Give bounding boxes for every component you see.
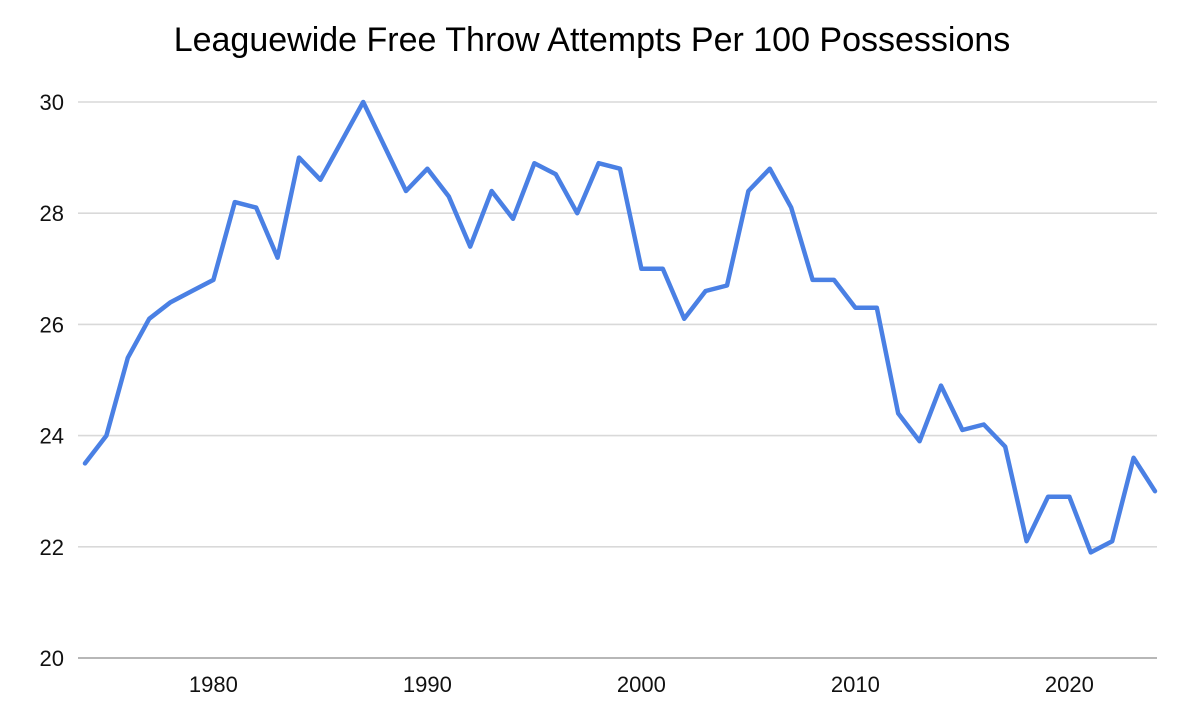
x-tick-label: 2000 bbox=[617, 672, 666, 697]
x-tick-label: 1980 bbox=[189, 672, 238, 697]
y-tick-label: 24 bbox=[40, 424, 64, 449]
x-tick-label: 1990 bbox=[403, 672, 452, 697]
chart-title: Leaguewide Free Throw Attempts Per 100 P… bbox=[173, 21, 1011, 59]
y-tick-label: 20 bbox=[40, 646, 64, 671]
y-tick-label: 28 bbox=[40, 201, 64, 226]
series-line bbox=[82, 99, 1158, 555]
y-tick-label: 26 bbox=[40, 312, 64, 337]
y-tick-label: 30 bbox=[40, 90, 64, 115]
x-tick-label: 2020 bbox=[1045, 672, 1094, 697]
x-tick-label: 2010 bbox=[831, 672, 880, 697]
y-tick-label: 22 bbox=[40, 535, 64, 560]
